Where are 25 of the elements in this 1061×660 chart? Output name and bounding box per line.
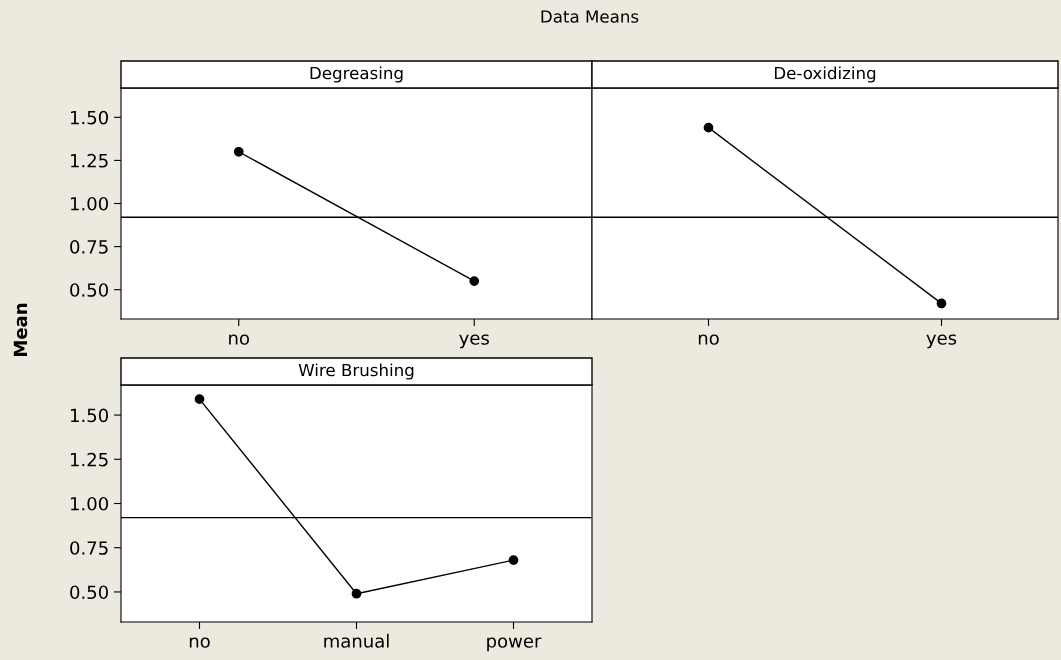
x-tick-label: yes — [459, 334, 489, 349]
x-tick-label: no — [189, 637, 210, 648]
point — [508, 555, 519, 565]
y-axis-title: Mean — [13, 303, 28, 356]
y-tick-label: 1.50 — [70, 408, 108, 423]
y-tick-label: 1.00 — [70, 496, 108, 511]
x-tick-label: manual — [324, 633, 389, 648]
y-tick-label: 1.25 — [70, 153, 108, 168]
chart-title: De-oxidizing — [774, 66, 876, 83]
x-tick-label: power — [487, 637, 542, 652]
y-tick-label: 1.25 — [70, 452, 108, 467]
x-tick-label: yes — [926, 334, 957, 349]
y-tick-label: 0.50 — [70, 283, 108, 297]
y-tick-label: 1.00 — [70, 196, 108, 211]
point — [194, 394, 205, 405]
y-tick-label: 0.50 — [70, 585, 108, 600]
x-tick-label: no — [698, 334, 719, 345]
y-tick-label: 0.75 — [70, 240, 108, 254]
chart-title: Wire Brushing — [298, 363, 414, 380]
chart-title: Degreasing — [310, 66, 403, 83]
point — [351, 588, 362, 599]
y-tick-label: 0.75 — [70, 541, 108, 555]
x-tick-label: no — [229, 334, 250, 345]
y-tick-label: 1.50 — [70, 110, 108, 125]
text: Data Means — [541, 10, 639, 23]
